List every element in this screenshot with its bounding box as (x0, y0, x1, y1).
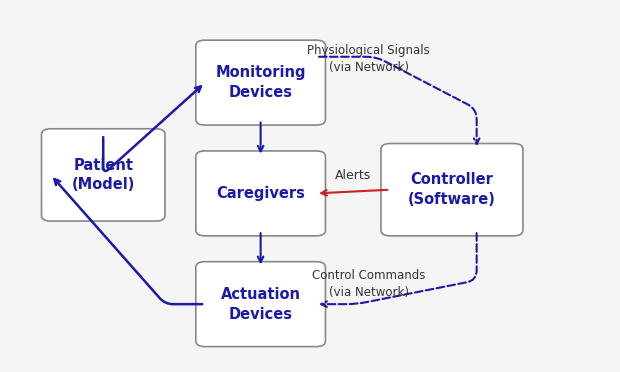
Text: Monitoring
Devices: Monitoring Devices (215, 65, 306, 100)
Text: Controller
(Software): Controller (Software) (408, 172, 496, 207)
Text: Caregivers: Caregivers (216, 186, 305, 201)
Text: Actuation
Devices: Actuation Devices (221, 287, 301, 321)
Text: Physiological Signals
(via Network): Physiological Signals (via Network) (308, 44, 430, 74)
Text: Control Commands
(via Network): Control Commands (via Network) (312, 269, 425, 299)
FancyBboxPatch shape (381, 144, 523, 236)
FancyBboxPatch shape (196, 40, 326, 125)
FancyBboxPatch shape (42, 129, 165, 221)
Text: Alerts: Alerts (335, 169, 371, 182)
Text: Patient
(Model): Patient (Model) (71, 157, 135, 192)
FancyBboxPatch shape (196, 151, 326, 236)
FancyBboxPatch shape (196, 262, 326, 347)
